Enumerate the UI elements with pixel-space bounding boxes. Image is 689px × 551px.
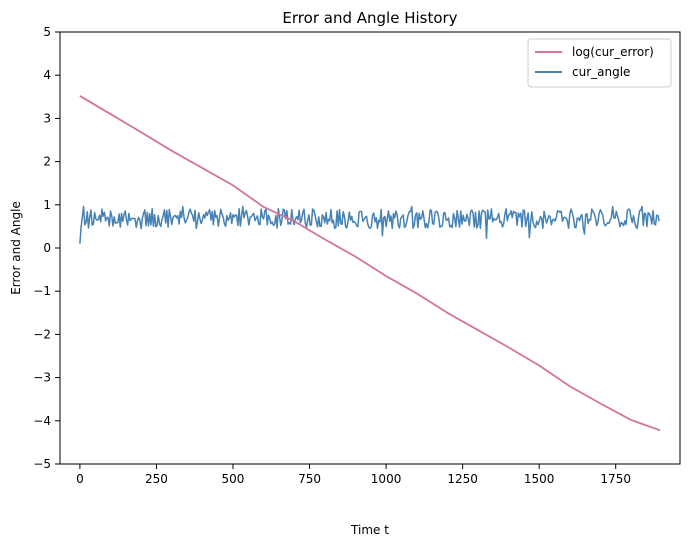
y-tick-label-9: 4 [43,68,51,82]
y-tick-label-4: −1 [33,284,51,298]
y-tick-label-5: 0 [43,241,51,255]
y-tick-label-3: −2 [33,327,51,341]
x-tick-label-2: 500 [222,472,245,486]
y-tick-label-6: 1 [43,198,51,212]
plot-frame [59,31,681,465]
legend-label-cur-angle: cur_angle [572,65,630,79]
y-tick-label-0: −5 [33,457,51,471]
y-tick-label-10: 5 [43,25,51,39]
y-tick-label-8: 3 [43,111,51,125]
legend-label-log-cur-error: log(cur_error) [572,45,654,59]
x-axis-ticks: 0 250 500 750 1000 1250 1500 1750 [76,464,631,486]
series-cur-angle-line [79,205,660,244]
y-tick-label-2: −3 [33,371,51,385]
x-axis-label: Time t [350,523,389,537]
x-tick-label-0: 0 [76,472,84,486]
series-log-cur-error-line [79,95,661,432]
legend-box [527,38,672,88]
y-axis-label: Error and Angle [9,201,23,295]
x-tick-label-4: 1000 [371,472,402,486]
x-tick-label-7: 1750 [600,472,631,486]
y-axis-ticks: −5 −4 −3 −2 −1 0 1 2 3 4 5 [33,25,60,471]
y-tick-label-7: 2 [43,155,51,169]
legend: log(cur_error) cur_angle [527,38,672,88]
chart-title: Error and Angle History [282,9,457,27]
series-layer [79,95,661,432]
x-tick-label-6: 1500 [524,472,555,486]
x-tick-label-5: 1250 [447,472,478,486]
x-tick-label-3: 750 [298,472,321,486]
x-tick-label-1: 250 [145,472,168,486]
y-tick-label-1: −4 [33,414,51,428]
